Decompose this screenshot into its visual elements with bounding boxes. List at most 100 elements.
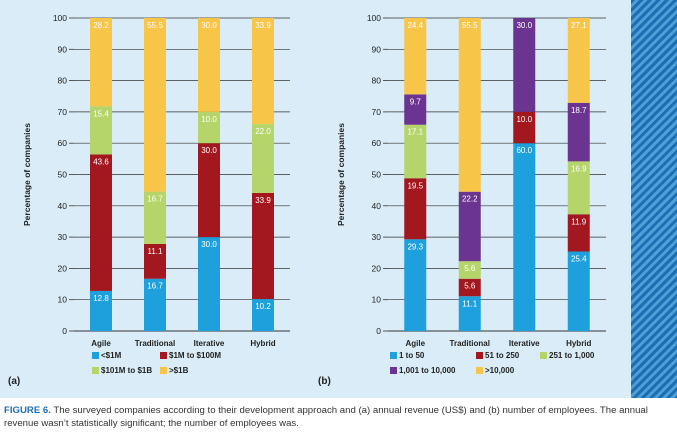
data-label-traditional-2: 5.6 bbox=[464, 264, 476, 273]
data-label-agile-2: 17.1 bbox=[407, 128, 423, 137]
data-label-traditional-2: 16.7 bbox=[147, 195, 163, 204]
legend-swatch-1 bbox=[160, 352, 167, 359]
y-tick-label-90: 90 bbox=[372, 44, 382, 54]
legend-swatch-3 bbox=[160, 367, 167, 374]
y-tick-label-0: 0 bbox=[376, 326, 381, 336]
bar-segment-agile-3 bbox=[90, 18, 112, 107]
legend-label-3: 1,001 to 10,000 bbox=[399, 366, 456, 375]
data-label-iterative-1: 10.0 bbox=[516, 115, 532, 124]
chart-a-svg: Percentage of companies 0 10 20 30 40 50 60 70 80… bbox=[22, 13, 290, 348]
data-label-agile-0: 29.3 bbox=[407, 242, 423, 251]
bar-segment-agile-0 bbox=[90, 290, 112, 331]
y-tick-label-30: 30 bbox=[58, 232, 68, 242]
y-axis-label: Percentage of companies bbox=[22, 123, 32, 226]
data-label-hybrid-2: 22.0 bbox=[255, 127, 271, 136]
legend-label-2: $101M to $1B bbox=[101, 366, 153, 375]
data-label-agile-3: 9.7 bbox=[410, 97, 422, 106]
bar-segment-traditional-0 bbox=[144, 278, 166, 331]
legend-item-2: 251 to 1,000 bbox=[540, 351, 594, 360]
bar-segment-traditional-2 bbox=[458, 261, 481, 279]
x-tick-label-hybrid: Hybrid bbox=[566, 339, 591, 348]
bar-segment-agile-0 bbox=[404, 239, 427, 331]
data-label-traditional-3: 22.2 bbox=[462, 195, 478, 204]
data-label-iterative-1: 30.0 bbox=[201, 146, 217, 155]
data-label-hybrid-1: 11.9 bbox=[571, 217, 587, 226]
y-tick-label-60: 60 bbox=[58, 138, 68, 148]
legend-label-0: 1 to 50 bbox=[399, 351, 425, 360]
y-tick-label-50: 50 bbox=[372, 170, 382, 180]
legend-label-3: >$1B bbox=[169, 366, 189, 375]
caption-text: The surveyed companies according to thei… bbox=[4, 405, 648, 429]
data-label-iterative-0: 30.0 bbox=[201, 240, 217, 249]
decorative-stripe-band bbox=[631, 0, 677, 398]
y-tick-label-20: 20 bbox=[372, 263, 382, 273]
bar-segment-iterative-3 bbox=[198, 18, 220, 112]
data-label-hybrid-4: 27.1 bbox=[571, 21, 587, 30]
bar-segment-agile-1 bbox=[404, 178, 427, 240]
y-tick-label-10: 10 bbox=[58, 295, 68, 305]
data-label-traditional-1: 11.1 bbox=[148, 247, 164, 256]
data-label-traditional-0: 16.7 bbox=[147, 282, 163, 291]
bar-segment-agile-2 bbox=[404, 124, 427, 179]
data-label-agile-4: 24.4 bbox=[407, 21, 423, 30]
legend-swatch-2 bbox=[540, 352, 547, 359]
bar-segment-agile-4 bbox=[404, 18, 427, 95]
legend-item-3: >$1B bbox=[160, 366, 188, 375]
bar-segment-agile-3 bbox=[404, 94, 427, 125]
x-tick-label-agile: Agile bbox=[91, 339, 111, 348]
bar-segment-traditional-3 bbox=[144, 18, 166, 192]
caption-label: FIGURE 6. bbox=[4, 405, 51, 416]
x-tick-label-traditional: Traditional bbox=[135, 339, 175, 348]
data-label-agile-3: 28.2 bbox=[93, 21, 109, 30]
legend-item-0: <$1M bbox=[92, 351, 121, 360]
data-label-hybrid-1: 33.9 bbox=[255, 196, 271, 205]
legend-item-1: $1M to $100M bbox=[160, 351, 221, 360]
legend-label-1: 51 to 250 bbox=[485, 351, 520, 360]
bar-segment-hybrid-0 bbox=[567, 251, 590, 331]
legend-swatch-2 bbox=[92, 367, 99, 374]
chart-b-svg: Percentage of companies 0 10 20 30 40 50 60 70 80… bbox=[336, 13, 606, 348]
bar-segment-iterative-1 bbox=[198, 143, 220, 238]
legend-swatch-4 bbox=[476, 367, 483, 374]
data-label-hybrid-0: 10.2 bbox=[255, 302, 271, 311]
bar-segment-hybrid-3 bbox=[567, 102, 590, 162]
legend-swatch-3 bbox=[390, 367, 397, 374]
panel-label-b: (b) bbox=[318, 376, 331, 387]
legend-swatch-0 bbox=[92, 352, 99, 359]
y-tick-label-30: 30 bbox=[372, 232, 382, 242]
y-tick-label-100: 100 bbox=[367, 13, 381, 23]
y-tick-label-20: 20 bbox=[58, 263, 68, 273]
data-label-iterative-3: 30.0 bbox=[201, 21, 217, 30]
data-label-traditional-1: 5.6 bbox=[464, 282, 476, 291]
x-tick-label-hybrid: Hybrid bbox=[250, 339, 275, 348]
bar-segment-hybrid-1 bbox=[252, 192, 274, 300]
chart-b: Percentage of companies 0 10 20 30 40 50 60 70 80… bbox=[316, 0, 626, 398]
y-tick-label-10: 10 bbox=[372, 295, 382, 305]
x-tick-label-iterative: Iterative bbox=[194, 339, 225, 348]
data-label-iterative-3: 30.0 bbox=[516, 21, 532, 30]
bar-segment-hybrid-2 bbox=[567, 161, 590, 215]
y-tick-label-100: 100 bbox=[53, 13, 67, 23]
y-tick-label-80: 80 bbox=[58, 76, 68, 86]
y-axis-label: Percentage of companies bbox=[336, 123, 346, 226]
data-label-traditional-3: 55.5 bbox=[147, 21, 163, 30]
legend-label-2: 251 to 1,000 bbox=[549, 351, 595, 360]
data-label-agile-0: 12.8 bbox=[93, 294, 109, 303]
data-label-hybrid-0: 25.4 bbox=[571, 254, 587, 263]
y-tick-label-60: 60 bbox=[372, 138, 382, 148]
x-tick-label-agile: Agile bbox=[405, 339, 425, 348]
bar-segment-iterative-0 bbox=[198, 237, 220, 331]
bar-segment-traditional-0 bbox=[458, 296, 481, 331]
data-label-agile-2: 15.4 bbox=[93, 109, 109, 118]
data-label-hybrid-3: 33.9 bbox=[255, 21, 271, 30]
bar-segment-hybrid-4 bbox=[567, 18, 590, 103]
bar-segment-traditional-1 bbox=[458, 278, 481, 297]
data-label-traditional-0: 11.1 bbox=[462, 299, 478, 308]
data-label-iterative-2: 10.0 bbox=[201, 115, 217, 124]
bar-segment-iterative-2 bbox=[198, 111, 220, 144]
data-label-iterative-0: 60.0 bbox=[516, 146, 532, 155]
bar-segment-traditional-2 bbox=[144, 191, 166, 244]
legend-item-4: >10,000 bbox=[476, 366, 514, 375]
data-label-agile-1: 43.6 bbox=[93, 157, 109, 166]
bar-segment-traditional-4 bbox=[458, 18, 481, 192]
